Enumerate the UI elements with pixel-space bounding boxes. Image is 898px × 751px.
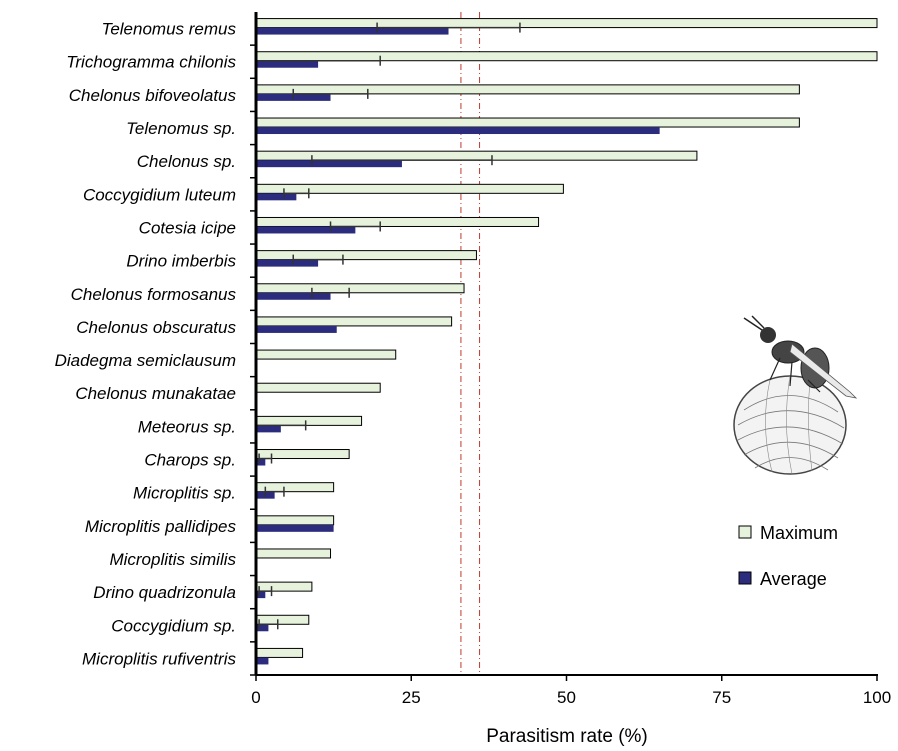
bar-average	[256, 193, 297, 201]
wasp-on-egg-illustration	[733, 315, 858, 475]
bar-average	[256, 160, 402, 168]
bar-average	[256, 524, 334, 532]
category-label: Microplitis sp.	[133, 484, 236, 503]
bar-maximum	[255, 117, 800, 128]
category-label: Microplitis similis	[109, 550, 236, 569]
legend-label-maximum: Maximum	[760, 523, 838, 543]
bar-maximum	[255, 283, 465, 294]
x-tick-labels: 0 25 50 75 100	[251, 675, 891, 707]
bar-maximum	[255, 183, 564, 194]
category-label: Chelonus obscuratus	[76, 318, 236, 337]
category-label: Microplitis pallidipes	[85, 517, 237, 536]
bar-maximum	[255, 84, 800, 95]
bar-average	[256, 60, 319, 68]
bar-average	[256, 458, 266, 466]
category-label: Charops sp.	[144, 451, 236, 470]
bar-maximum	[255, 216, 540, 227]
category-label: Telenomus remus	[102, 20, 237, 39]
category-label: Telenomus sp.	[126, 119, 236, 138]
x-tick-label: 100	[863, 688, 891, 707]
bar-maximum	[255, 647, 304, 658]
category-label: Coccygidium sp.	[111, 616, 236, 635]
x-axis-title: Parasitism rate (%)	[486, 726, 648, 747]
legend: Maximum Average	[738, 523, 838, 589]
bar-average	[256, 127, 660, 135]
bar-average	[256, 657, 269, 665]
bar-maximum	[255, 449, 350, 460]
bar-average	[256, 226, 356, 234]
legend-swatch-maximum	[738, 525, 752, 539]
legend-item-maximum: Maximum	[738, 523, 838, 543]
category-label: Drino imberbis	[126, 252, 236, 271]
bar-average	[256, 325, 337, 333]
bars	[255, 18, 878, 665]
bar-maximum	[255, 548, 332, 559]
category-label: Meteorus sp.	[138, 417, 236, 436]
category-label: Chelonus bifoveolatus	[69, 86, 237, 105]
bar-maximum	[255, 415, 363, 426]
category-label: Trichogramma chilonis	[66, 53, 236, 72]
bar-maximum	[255, 250, 477, 261]
category-label: Coccygidium luteum	[83, 185, 236, 204]
category-labels: Telenomus remus Trichogramma chilonis Chel…	[55, 20, 256, 676]
bar-average	[256, 591, 266, 599]
category-label: Cotesia icipe	[139, 218, 236, 237]
bar-average	[256, 259, 319, 267]
bar-maximum	[255, 614, 310, 625]
bar-maximum	[255, 382, 381, 393]
legend-label-average: Average	[760, 569, 827, 589]
category-label: Drino quadrizonula	[93, 583, 236, 602]
x-tick-label: 25	[402, 688, 421, 707]
category-label: Chelonus munakatae	[75, 384, 236, 403]
bar-maximum	[255, 18, 878, 29]
bar-maximum	[255, 349, 397, 360]
bar-maximum	[255, 581, 313, 592]
bar-average	[256, 27, 449, 35]
category-label: Microplitis rufiventris	[82, 649, 236, 668]
x-tick-label: 0	[251, 688, 260, 707]
legend-item-average: Average	[738, 569, 827, 589]
bar-maximum	[255, 316, 453, 327]
reference-lines	[460, 12, 481, 675]
bar-maximum	[255, 515, 335, 526]
category-label: Chelonus sp.	[137, 152, 236, 171]
legend-swatch-average	[738, 571, 752, 585]
x-tick-label: 50	[557, 688, 576, 707]
category-label: Diadegma semiclausum	[55, 351, 236, 370]
bar-average	[256, 425, 281, 433]
bar-maximum	[255, 150, 698, 161]
bar-average	[256, 624, 269, 632]
bar-average	[256, 292, 331, 300]
x-tick-label: 75	[712, 688, 731, 707]
bar-maximum	[255, 51, 878, 62]
bar-maximum	[255, 482, 335, 493]
category-label: Chelonus formosanus	[71, 285, 237, 304]
